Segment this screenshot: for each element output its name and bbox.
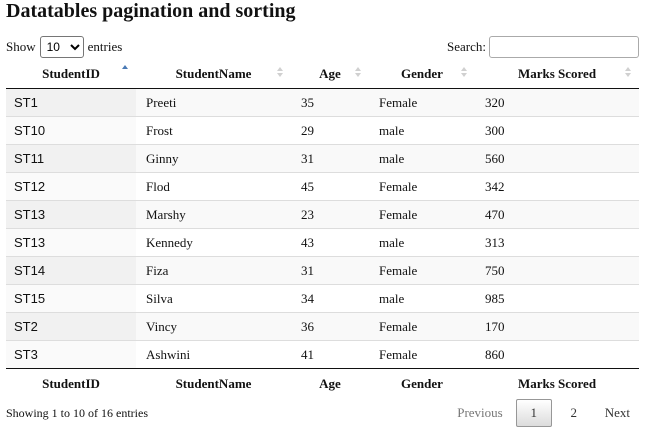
- cell-gender: Female: [369, 256, 475, 285]
- cell-studentname: Kennedy: [136, 228, 291, 257]
- table-row: ST13 Kennedy 43 male 313: [6, 228, 639, 257]
- column-header-gender[interactable]: Gender: [369, 60, 475, 89]
- cell-age: 43: [291, 228, 369, 257]
- sort-both-icon: [461, 67, 467, 79]
- sort-asc-icon: [122, 65, 128, 77]
- cell-age: 36: [291, 312, 369, 341]
- search-label: Search:: [447, 39, 486, 54]
- cell-studentname: Marshy: [136, 200, 291, 229]
- cell-studentname: Frost: [136, 116, 291, 145]
- page-1-button[interactable]: 1: [515, 399, 552, 427]
- entries-length-control: Show 10 entries: [6, 36, 122, 58]
- show-label: Show: [6, 39, 36, 54]
- search-control: Search:: [447, 36, 639, 58]
- cell-studentname: Silva: [136, 284, 291, 313]
- cell-studentid: ST1: [6, 88, 136, 117]
- search-input[interactable]: [489, 36, 639, 58]
- cell-age: 29: [291, 116, 369, 145]
- table-row: ST13 Marshy 23 Female 470: [6, 200, 639, 229]
- table-body: ST1 Preeti 35 Female 320 ST10 Frost 29 m…: [6, 88, 639, 369]
- cell-age: 41: [291, 340, 369, 369]
- cell-studentname: Preeti: [136, 88, 291, 117]
- cell-studentid: ST14: [6, 256, 136, 285]
- cell-studentname: Ginny: [136, 144, 291, 173]
- cell-studentid: ST2: [6, 312, 136, 341]
- footer-header-studentname: StudentName: [136, 368, 291, 399]
- cell-marks: 985: [475, 284, 639, 313]
- table-row: ST15 Silva 34 male 985: [6, 284, 639, 313]
- cell-marks: 860: [475, 340, 639, 369]
- footer-header-age: Age: [291, 368, 369, 399]
- cell-gender: Female: [369, 88, 475, 117]
- cell-studentid: ST11: [6, 144, 136, 173]
- footer-header-gender: Gender: [369, 368, 475, 399]
- table-info: Showing 1 to 10 of 16 entries: [6, 406, 148, 420]
- next-button[interactable]: Next: [604, 405, 630, 420]
- entries-select[interactable]: 10: [39, 36, 84, 58]
- page-title: Datatables pagination and sorting: [6, 0, 296, 22]
- table-row: ST3 Ashwini 41 Female 860: [6, 340, 639, 369]
- sort-both-icon: [625, 67, 631, 79]
- cell-age: 34: [291, 284, 369, 313]
- table-row: ST11 Ginny 31 male 560: [6, 144, 639, 173]
- cell-studentname: Fiza: [136, 256, 291, 285]
- cell-studentid: ST13: [6, 200, 136, 229]
- cell-age: 31: [291, 256, 369, 285]
- cell-gender: Female: [369, 172, 475, 201]
- column-header-studentname[interactable]: StudentName: [136, 60, 291, 89]
- page-2-button[interactable]: 2: [570, 405, 577, 420]
- cell-studentid: ST10: [6, 116, 136, 145]
- entries-label: entries: [87, 39, 123, 54]
- footer-header-marks: Marks Scored: [475, 368, 639, 399]
- column-header-studentid[interactable]: StudentID: [6, 60, 136, 89]
- column-header-marks[interactable]: Marks Scored: [475, 60, 639, 89]
- sort-both-icon: [355, 67, 361, 79]
- cell-marks: 470: [475, 200, 639, 229]
- cell-marks: 300: [475, 116, 639, 145]
- cell-age: 45: [291, 172, 369, 201]
- cell-studentid: ST3: [6, 340, 136, 369]
- cell-marks: 560: [475, 144, 639, 173]
- cell-studentname: Flod: [136, 172, 291, 201]
- cell-gender: Female: [369, 200, 475, 229]
- cell-gender: Female: [369, 312, 475, 341]
- table-row: ST14 Fiza 31 Female 750: [6, 256, 639, 285]
- table-row: ST2 Vincy 36 Female 170: [6, 312, 639, 341]
- cell-gender: male: [369, 144, 475, 173]
- table-row: ST1 Preeti 35 Female 320: [6, 88, 639, 117]
- cell-marks: 170: [475, 312, 639, 341]
- cell-gender: male: [369, 116, 475, 145]
- footer-header-studentid: StudentID: [6, 368, 136, 399]
- cell-studentname: Vincy: [136, 312, 291, 341]
- cell-marks: 313: [475, 228, 639, 257]
- previous-button[interactable]: Previous: [457, 405, 503, 420]
- cell-age: 35: [291, 88, 369, 117]
- cell-studentid: ST13: [6, 228, 136, 257]
- cell-marks: 320: [475, 88, 639, 117]
- cell-gender: male: [369, 228, 475, 257]
- column-header-age[interactable]: Age: [291, 60, 369, 89]
- table-row: ST10 Frost 29 male 300: [6, 116, 639, 145]
- cell-marks: 342: [475, 172, 639, 201]
- cell-age: 31: [291, 144, 369, 173]
- cell-age: 23: [291, 200, 369, 229]
- pagination: Previous 1 2 Next: [444, 399, 639, 427]
- header-row: StudentID StudentName Age Gender Marks S…: [6, 60, 639, 89]
- students-table: StudentID StudentName Age Gender Marks S…: [6, 60, 639, 399]
- sort-both-icon: [277, 67, 283, 79]
- table-row: ST12 Flod 45 Female 342: [6, 172, 639, 201]
- footer-row: StudentID StudentName Age Gender Marks S…: [6, 368, 639, 399]
- cell-studentname: Ashwini: [136, 340, 291, 369]
- cell-gender: male: [369, 284, 475, 313]
- cell-gender: Female: [369, 340, 475, 369]
- cell-marks: 750: [475, 256, 639, 285]
- cell-studentid: ST15: [6, 284, 136, 313]
- cell-studentid: ST12: [6, 172, 136, 201]
